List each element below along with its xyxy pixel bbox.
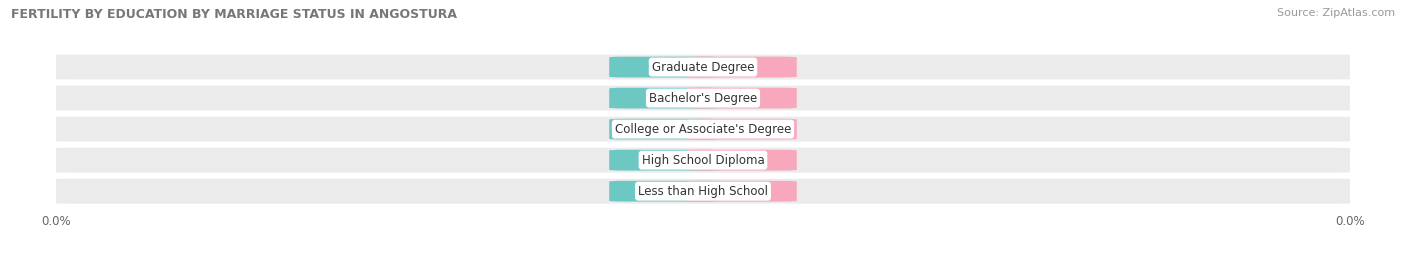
Text: 0.0%: 0.0% [727,186,756,196]
Text: 0.0%: 0.0% [650,155,679,165]
FancyBboxPatch shape [44,117,1362,141]
Text: College or Associate's Degree: College or Associate's Degree [614,123,792,136]
FancyBboxPatch shape [688,119,797,140]
FancyBboxPatch shape [688,57,797,77]
Text: 0.0%: 0.0% [650,93,679,103]
Text: FERTILITY BY EDUCATION BY MARRIAGE STATUS IN ANGOSTURA: FERTILITY BY EDUCATION BY MARRIAGE STATU… [11,8,457,21]
FancyBboxPatch shape [44,179,1362,204]
Text: 0.0%: 0.0% [727,124,756,134]
Text: Graduate Degree: Graduate Degree [652,61,754,73]
FancyBboxPatch shape [44,148,1362,173]
Text: 0.0%: 0.0% [727,155,756,165]
Text: 0.0%: 0.0% [650,124,679,134]
Text: 0.0%: 0.0% [727,62,756,72]
Text: Less than High School: Less than High School [638,185,768,198]
Text: Bachelor's Degree: Bachelor's Degree [650,91,756,105]
FancyBboxPatch shape [609,88,720,108]
FancyBboxPatch shape [609,150,720,171]
FancyBboxPatch shape [44,86,1362,111]
Text: 0.0%: 0.0% [650,186,679,196]
FancyBboxPatch shape [44,55,1362,79]
Text: Source: ZipAtlas.com: Source: ZipAtlas.com [1277,8,1395,18]
FancyBboxPatch shape [688,88,797,108]
Text: High School Diploma: High School Diploma [641,154,765,167]
FancyBboxPatch shape [688,181,797,201]
FancyBboxPatch shape [609,119,720,140]
FancyBboxPatch shape [688,150,797,171]
Text: 0.0%: 0.0% [650,62,679,72]
FancyBboxPatch shape [609,181,720,201]
FancyBboxPatch shape [609,57,720,77]
Text: 0.0%: 0.0% [727,93,756,103]
